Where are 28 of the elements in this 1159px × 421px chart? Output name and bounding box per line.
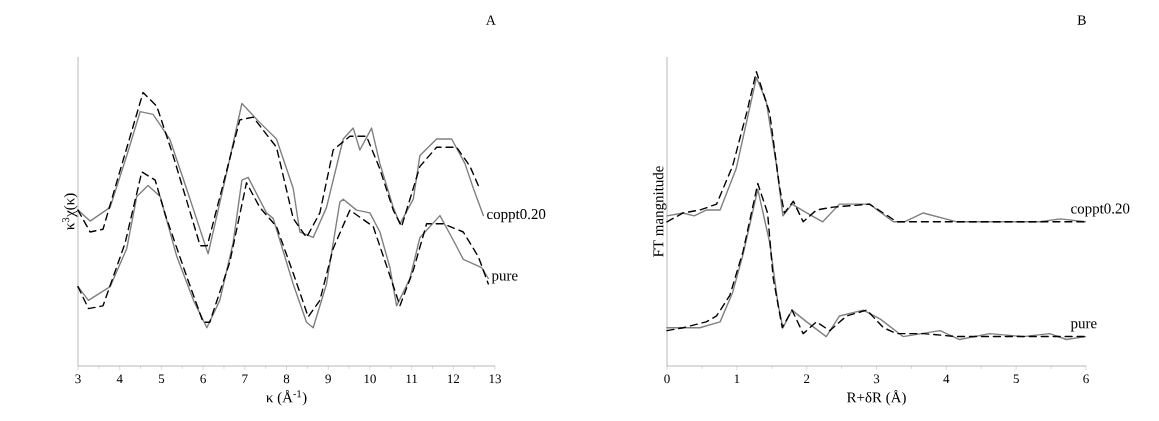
x-tick-label: 4 (116, 374, 123, 384)
chart-title: A (485, 15, 496, 25)
y-axis-title: FT mangnitude (652, 166, 667, 257)
y-axis-title: κ$^{3}$χ(κ) (62, 193, 78, 230)
x-tick-label: 10 (364, 374, 376, 384)
x-tick-label: 9 (325, 374, 331, 384)
x-axis-title: R+δR (Å) (847, 390, 906, 406)
x-tick-label: 12 (447, 374, 460, 384)
chart-title: B (1077, 15, 1086, 25)
x-tick-label: 5 (1013, 374, 1019, 384)
x-tick-label: 0 (664, 374, 670, 384)
x-tick-label: 6 (1083, 374, 1089, 384)
x-tick-label: 13 (489, 374, 501, 384)
series-label: pure (1070, 321, 1097, 332)
x-tick-label: 1 (734, 374, 740, 384)
x-axis-title: κ (Å$^{-1}$) (266, 390, 307, 406)
x-tick-label: 4 (943, 374, 950, 384)
x-tick-label: 5 (158, 374, 165, 384)
x-tick-label: 8 (283, 374, 290, 384)
x-tick-label: 7 (242, 374, 248, 383)
x-tick-label: 6 (200, 374, 206, 384)
series-label: coppt0.20 (487, 209, 546, 223)
x-tick-label: 2 (804, 374, 810, 384)
x-tick-label: 3 (873, 374, 880, 384)
series-label: coppt0.20 (1071, 203, 1130, 217)
series-label: pure (491, 273, 518, 284)
x-tick-label: 3 (75, 374, 81, 384)
x-tick-label: 11 (406, 374, 418, 384)
